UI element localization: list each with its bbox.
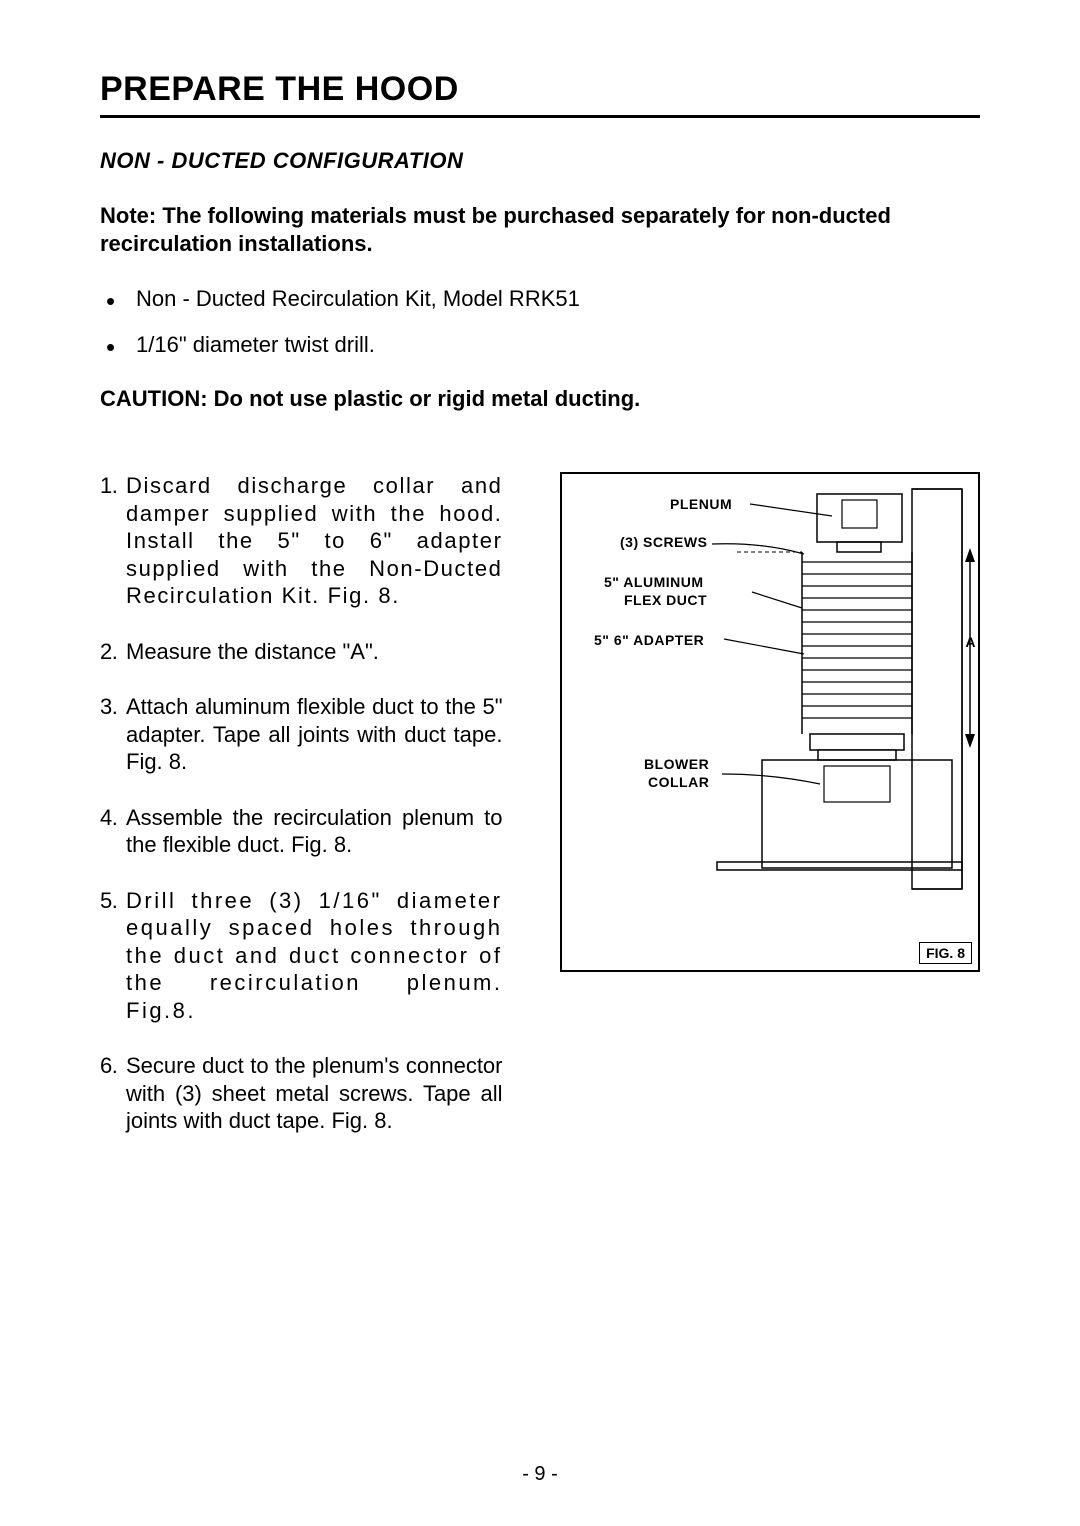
label-flexduct-1: 5" ALUMINUM [604,574,704,590]
step-item: Assemble the recirculation plenum to the… [100,804,503,859]
label-collar-2: COLLAR [648,774,709,790]
step-item: Attach aluminum flexible duct to the 5" … [100,693,503,776]
label-adapter: 5" 6" ADAPTER [594,632,704,648]
config-subheading: NON - DUCTED CONFIGURATION [100,148,980,174]
page-number: - 9 - [0,1463,1080,1486]
figure-8: PLENUM (3) SCREWS 5" ALUMINUM FLEX DUCT … [560,472,980,972]
step-item: Drill three (3) 1/16" diameter equally s… [100,887,503,1025]
materials-note: Note: The following materials must be pu… [100,202,980,257]
page-title: PREPARE THE HOOD [100,70,980,118]
label-collar-1: BLOWER [644,756,709,772]
label-dim-a: A [965,634,976,650]
figure-caption: FIG. 8 [919,942,972,964]
step-item: Measure the distance "A". [100,638,503,666]
label-flexduct-2: FLEX DUCT [624,592,707,608]
caution-text: CAUTION: Do not use plastic or rigid met… [100,386,980,412]
materials-item: 1/16" diameter twist drill. [136,331,980,359]
label-plenum: PLENUM [670,496,732,512]
label-screws: (3) SCREWS [620,534,707,550]
materials-item: Non - Ducted Recirculation Kit, Model RR… [136,285,980,313]
step-item: Discard discharge collar and damper supp… [100,472,503,610]
steps-list: Discard discharge collar and damper supp… [100,472,503,1135]
materials-list: Non - Ducted Recirculation Kit, Model RR… [136,285,980,358]
step-item: Secure duct to the plenum's connector wi… [100,1052,503,1135]
